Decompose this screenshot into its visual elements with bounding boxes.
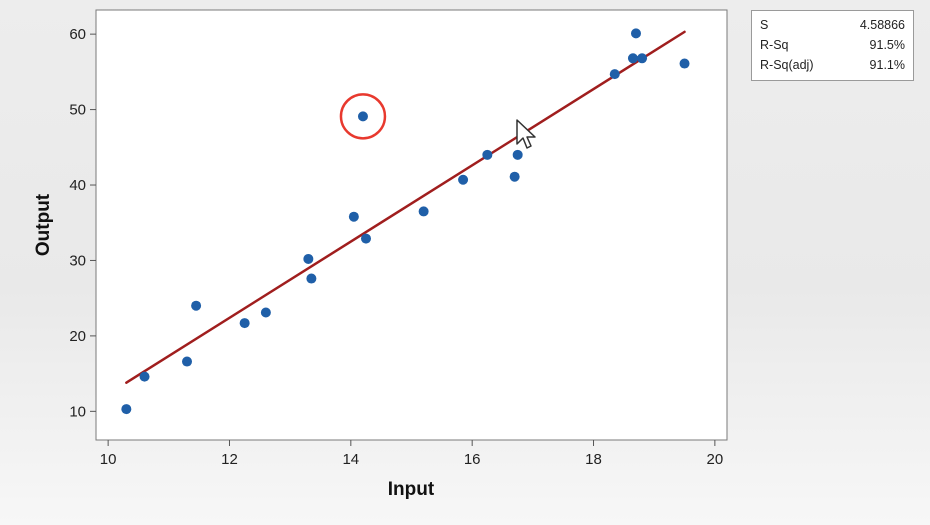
y-axis: 10 20 30 40 50 60 (69, 26, 96, 420)
data-point (418, 206, 429, 217)
regression-stats-box: S 4.58866 R-Sq 91.5% R-Sq(adj) 91.1% (751, 10, 914, 81)
data-point (458, 174, 469, 185)
data-point (239, 318, 250, 329)
data-points (121, 28, 690, 415)
x-axis: 10 12 14 16 18 20 (100, 440, 723, 468)
data-point (121, 404, 132, 415)
data-point (139, 371, 150, 382)
data-point (306, 273, 317, 284)
x-tick-label: 14 (342, 451, 359, 468)
stat-row-rsq: R-Sq 91.5% (760, 35, 905, 55)
stat-label: R-Sq(adj) (760, 58, 814, 72)
stat-label: R-Sq (760, 38, 789, 52)
x-axis-title: Input (388, 479, 435, 500)
data-point (182, 356, 193, 367)
data-point (482, 149, 493, 160)
data-point (512, 149, 523, 160)
data-point (609, 69, 620, 80)
regression-line (125, 30, 686, 384)
x-tick-label: 16 (464, 451, 481, 468)
x-tick-label: 12 (221, 451, 238, 468)
y-tick-label: 20 (69, 328, 86, 345)
plot-area (95, 9, 728, 441)
x-tick-label: 20 (707, 451, 724, 468)
data-point (637, 53, 648, 64)
x-tick-label: 10 (100, 451, 117, 468)
y-tick-label: 50 (69, 102, 86, 119)
stat-value: 4.58866 (859, 18, 905, 32)
stat-row-rsq-adj: R-Sq(adj) 91.1% (760, 55, 905, 75)
stat-row-s: S 4.58866 (760, 15, 905, 35)
data-point (191, 300, 202, 311)
regression-line-group (125, 30, 686, 384)
y-tick-label: 40 (69, 177, 86, 194)
data-point (627, 53, 638, 64)
outlier-highlight-circle (339, 93, 387, 140)
y-tick-label: 30 (69, 252, 86, 269)
data-point (303, 253, 314, 264)
x-tick-label: 18 (585, 451, 602, 468)
data-point (679, 58, 690, 69)
mouse-cursor-icon (516, 119, 536, 149)
data-point (260, 307, 271, 318)
stat-value: 91.5% (869, 38, 905, 52)
data-point (348, 211, 359, 222)
stat-value: 91.1% (869, 58, 905, 72)
data-point (360, 233, 371, 244)
stat-label: S (760, 18, 769, 32)
data-point (509, 171, 520, 182)
data-point (630, 28, 641, 39)
y-tick-label: 10 (69, 403, 86, 420)
data-point (357, 111, 368, 122)
y-axis-title: Output (33, 193, 54, 256)
y-tick-label: 60 (69, 26, 86, 43)
highlight-group (339, 93, 387, 140)
